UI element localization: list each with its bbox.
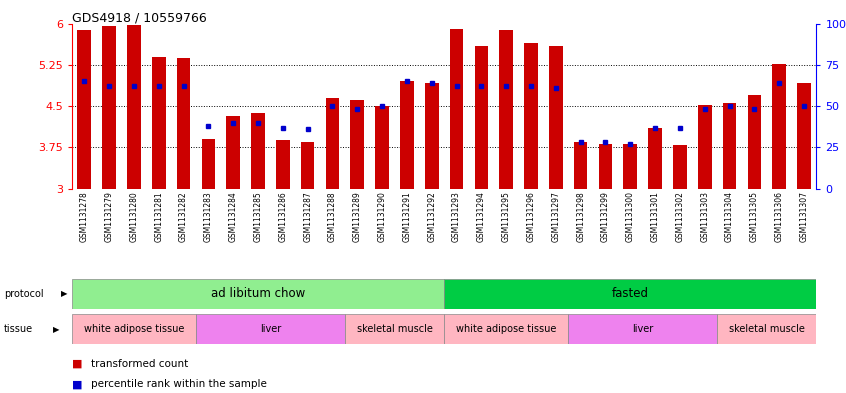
Text: ■: ■ xyxy=(72,358,82,369)
Bar xyxy=(376,106,389,189)
Bar xyxy=(72,314,196,344)
Text: GDS4918 / 10559766: GDS4918 / 10559766 xyxy=(72,12,206,25)
Bar xyxy=(177,58,190,189)
Bar xyxy=(350,99,364,189)
Bar xyxy=(525,43,538,189)
Text: fasted: fasted xyxy=(612,287,649,300)
Text: liver: liver xyxy=(260,324,281,334)
Bar xyxy=(499,30,513,189)
Text: protocol: protocol xyxy=(4,289,44,299)
Bar xyxy=(624,143,637,189)
Bar xyxy=(251,113,265,189)
Bar xyxy=(301,142,315,189)
Bar xyxy=(425,83,438,189)
Bar xyxy=(772,64,786,189)
Bar xyxy=(444,279,816,309)
Bar xyxy=(326,98,339,189)
Bar xyxy=(102,26,116,189)
Bar xyxy=(797,83,810,189)
Bar xyxy=(345,314,444,344)
Text: percentile rank within the sample: percentile rank within the sample xyxy=(91,379,266,389)
Text: ▶: ▶ xyxy=(61,289,68,298)
Text: ad libitum chow: ad libitum chow xyxy=(211,287,305,300)
Bar xyxy=(450,29,464,189)
Text: ▶: ▶ xyxy=(53,325,60,334)
Text: ■: ■ xyxy=(72,379,82,389)
Text: skeletal muscle: skeletal muscle xyxy=(728,324,805,334)
Bar xyxy=(400,81,414,189)
Bar xyxy=(722,103,736,189)
Bar xyxy=(227,116,240,189)
Bar xyxy=(78,30,91,189)
Bar xyxy=(152,57,166,189)
Text: white adipose tissue: white adipose tissue xyxy=(84,324,184,334)
Bar xyxy=(599,143,613,189)
Text: white adipose tissue: white adipose tissue xyxy=(456,324,557,334)
Bar xyxy=(72,279,444,309)
Text: skeletal muscle: skeletal muscle xyxy=(356,324,432,334)
Text: tissue: tissue xyxy=(4,324,33,334)
Bar xyxy=(549,46,563,189)
Bar xyxy=(276,140,289,189)
Bar xyxy=(698,105,711,189)
Bar xyxy=(196,314,345,344)
Bar xyxy=(569,314,717,344)
Bar xyxy=(748,95,761,189)
Bar xyxy=(648,128,662,189)
Text: transformed count: transformed count xyxy=(91,358,188,369)
Bar xyxy=(574,142,587,189)
Bar xyxy=(444,314,569,344)
Bar xyxy=(127,25,140,189)
Bar xyxy=(717,314,816,344)
Bar xyxy=(201,139,215,189)
Text: liver: liver xyxy=(632,324,653,334)
Bar xyxy=(673,145,687,189)
Bar xyxy=(475,46,488,189)
